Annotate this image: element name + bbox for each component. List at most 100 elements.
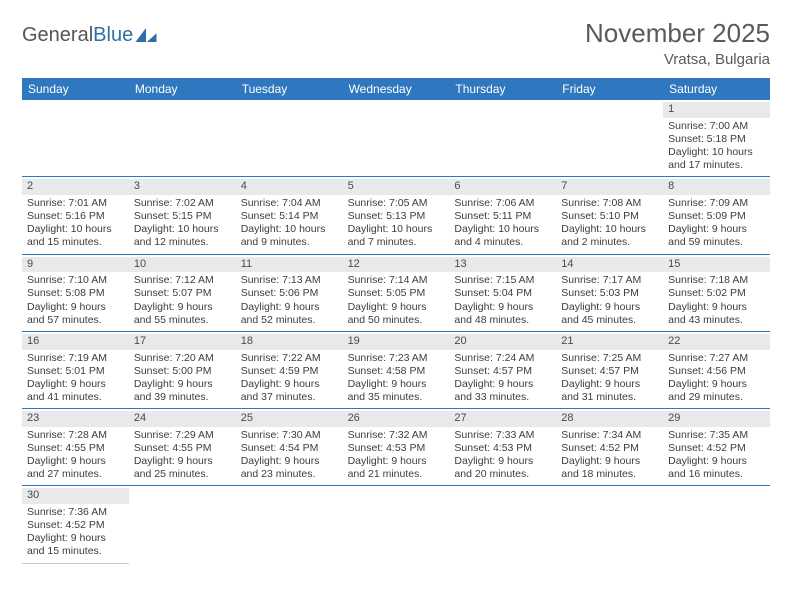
- day-number: 11: [236, 257, 343, 273]
- header: GeneralBlue November 2025 Vratsa, Bulgar…: [22, 18, 770, 68]
- sunset-line: Sunset: 4:55 PM: [27, 442, 124, 455]
- sunset-line: Sunset: 5:01 PM: [27, 365, 124, 378]
- sunrise-line: Sunrise: 7:34 AM: [561, 429, 658, 442]
- daylight-line: Daylight: 9 hours and 57 minutes.: [27, 301, 124, 327]
- day-number: 12: [343, 257, 450, 273]
- day-number: 22: [663, 334, 770, 350]
- calendar-cell: 25Sunrise: 7:30 AMSunset: 4:54 PMDayligh…: [236, 409, 343, 486]
- sunset-line: Sunset: 4:56 PM: [668, 365, 765, 378]
- sunset-line: Sunset: 5:07 PM: [134, 287, 231, 300]
- calendar-cell: 12Sunrise: 7:14 AMSunset: 5:05 PMDayligh…: [343, 255, 450, 332]
- sunrise-line: Sunrise: 7:30 AM: [241, 429, 338, 442]
- daylight-line: Daylight: 10 hours and 12 minutes.: [134, 223, 231, 249]
- day-number: 1: [663, 102, 770, 118]
- calendar-cell: [343, 100, 450, 177]
- sunset-line: Sunset: 5:11 PM: [454, 210, 551, 223]
- sunrise-line: Sunrise: 7:10 AM: [27, 274, 124, 287]
- sunset-line: Sunset: 4:58 PM: [348, 365, 445, 378]
- daylight-line: Daylight: 9 hours and 59 minutes.: [668, 223, 765, 249]
- brand-part1: General: [22, 24, 93, 47]
- sunrise-line: Sunrise: 7:04 AM: [241, 197, 338, 210]
- sunset-line: Sunset: 5:06 PM: [241, 287, 338, 300]
- calendar-cell: 20Sunrise: 7:24 AMSunset: 4:57 PMDayligh…: [449, 332, 556, 409]
- daylight-line: Daylight: 10 hours and 9 minutes.: [241, 223, 338, 249]
- calendar-cell: 30Sunrise: 7:36 AMSunset: 4:52 PMDayligh…: [22, 486, 129, 563]
- sunset-line: Sunset: 5:15 PM: [134, 210, 231, 223]
- calendar-cell: 24Sunrise: 7:29 AMSunset: 4:55 PMDayligh…: [129, 409, 236, 486]
- sunrise-line: Sunrise: 7:14 AM: [348, 274, 445, 287]
- sunrise-line: Sunrise: 7:35 AM: [668, 429, 765, 442]
- sunset-line: Sunset: 5:16 PM: [27, 210, 124, 223]
- daylight-line: Daylight: 9 hours and 27 minutes.: [27, 455, 124, 481]
- calendar-cell: [22, 100, 129, 177]
- calendar-cell: 26Sunrise: 7:32 AMSunset: 4:53 PMDayligh…: [343, 409, 450, 486]
- calendar-cell: 5Sunrise: 7:05 AMSunset: 5:13 PMDaylight…: [343, 177, 450, 254]
- sunset-line: Sunset: 5:08 PM: [27, 287, 124, 300]
- day-number: 13: [449, 257, 556, 273]
- sunset-line: Sunset: 5:00 PM: [134, 365, 231, 378]
- daylight-line: Daylight: 9 hours and 55 minutes.: [134, 301, 231, 327]
- calendar-cell: 3 Sunrise: 7:02 AMSunset: 5:15 PMDaylight…: [129, 177, 236, 254]
- sunrise-line: Sunrise: 7:17 AM: [561, 274, 658, 287]
- sunrise-line: Sunrise: 7:05 AM: [348, 197, 445, 210]
- daylight-line: Daylight: 9 hours and 50 minutes.: [348, 301, 445, 327]
- daylight-line: Daylight: 9 hours and 33 minutes.: [454, 378, 551, 404]
- day-number: 27: [449, 411, 556, 427]
- sunset-line: Sunset: 4:55 PM: [134, 442, 231, 455]
- calendar-cell: 11Sunrise: 7:13 AMSunset: 5:06 PMDayligh…: [236, 255, 343, 332]
- sunrise-line: Sunrise: 7:24 AM: [454, 352, 551, 365]
- daylight-line: Daylight: 9 hours and 45 minutes.: [561, 301, 658, 327]
- sunrise-line: Sunrise: 7:36 AM: [27, 506, 124, 519]
- day-number: 10: [129, 257, 236, 273]
- calendar-cell: [129, 486, 236, 563]
- daylight-line: Daylight: 9 hours and 35 minutes.: [348, 378, 445, 404]
- day-number: 4: [236, 179, 343, 195]
- sunset-line: Sunset: 4:53 PM: [454, 442, 551, 455]
- sunrise-line: Sunrise: 7:00 AM: [668, 120, 765, 133]
- sunset-line: Sunset: 5:09 PM: [668, 210, 765, 223]
- sunset-line: Sunset: 4:52 PM: [668, 442, 765, 455]
- sunrise-line: Sunrise: 7:29 AM: [134, 429, 231, 442]
- sunrise-line: Sunrise: 7:28 AM: [27, 429, 124, 442]
- weekday-label: Sunday: [22, 78, 129, 100]
- calendar-cell: [236, 486, 343, 563]
- day-number: 21: [556, 334, 663, 350]
- sunset-line: Sunset: 5:13 PM: [348, 210, 445, 223]
- daylight-line: Daylight: 9 hours and 48 minutes.: [454, 301, 551, 327]
- sunrise-line: Sunrise: 7:12 AM: [134, 274, 231, 287]
- day-number: 26: [343, 411, 450, 427]
- weekday-label: Saturday: [663, 78, 770, 100]
- sunset-line: Sunset: 5:05 PM: [348, 287, 445, 300]
- location-title: Vratsa, Bulgaria: [585, 51, 770, 68]
- sunrise-line: Sunrise: 7:33 AM: [454, 429, 551, 442]
- sunset-line: Sunset: 5:18 PM: [668, 133, 765, 146]
- day-number: 30: [22, 488, 129, 504]
- sunrise-line: Sunrise: 7:15 AM: [454, 274, 551, 287]
- calendar-cell: 15Sunrise: 7:18 AMSunset: 5:02 PMDayligh…: [663, 255, 770, 332]
- daylight-line: Daylight: 9 hours and 20 minutes.: [454, 455, 551, 481]
- calendar-cell: 23Sunrise: 7:28 AMSunset: 4:55 PMDayligh…: [22, 409, 129, 486]
- sunset-line: Sunset: 4:52 PM: [561, 442, 658, 455]
- sunrise-line: Sunrise: 7:25 AM: [561, 352, 658, 365]
- day-number: 29: [663, 411, 770, 427]
- day-number: 3: [129, 179, 236, 195]
- sunrise-line: Sunrise: 7:08 AM: [561, 197, 658, 210]
- sunset-line: Sunset: 5:14 PM: [241, 210, 338, 223]
- calendar-cell: [449, 486, 556, 563]
- daylight-line: Daylight: 9 hours and 25 minutes.: [134, 455, 231, 481]
- sunset-line: Sunset: 4:59 PM: [241, 365, 338, 378]
- daylight-line: Daylight: 9 hours and 18 minutes.: [561, 455, 658, 481]
- weekday-label: Monday: [129, 78, 236, 100]
- calendar-cell: 28 Sunrise: 7:34 AMSunset: 4:52 PMDayligh…: [556, 409, 663, 486]
- sunrise-line: Sunrise: 7:02 AM: [134, 197, 231, 210]
- day-number: 18: [236, 334, 343, 350]
- day-number: 17: [129, 334, 236, 350]
- sunrise-line: Sunrise: 7:01 AM: [27, 197, 124, 210]
- day-number: 8: [663, 179, 770, 195]
- daylight-line: Daylight: 9 hours and 37 minutes.: [241, 378, 338, 404]
- sunset-line: Sunset: 4:53 PM: [348, 442, 445, 455]
- sunrise-line: Sunrise: 7:20 AM: [134, 352, 231, 365]
- calendar-cell: 14Sunrise: 7:17 AMSunset: 5:03 PMDayligh…: [556, 255, 663, 332]
- day-number: 28: [556, 411, 663, 427]
- day-number: 16: [22, 334, 129, 350]
